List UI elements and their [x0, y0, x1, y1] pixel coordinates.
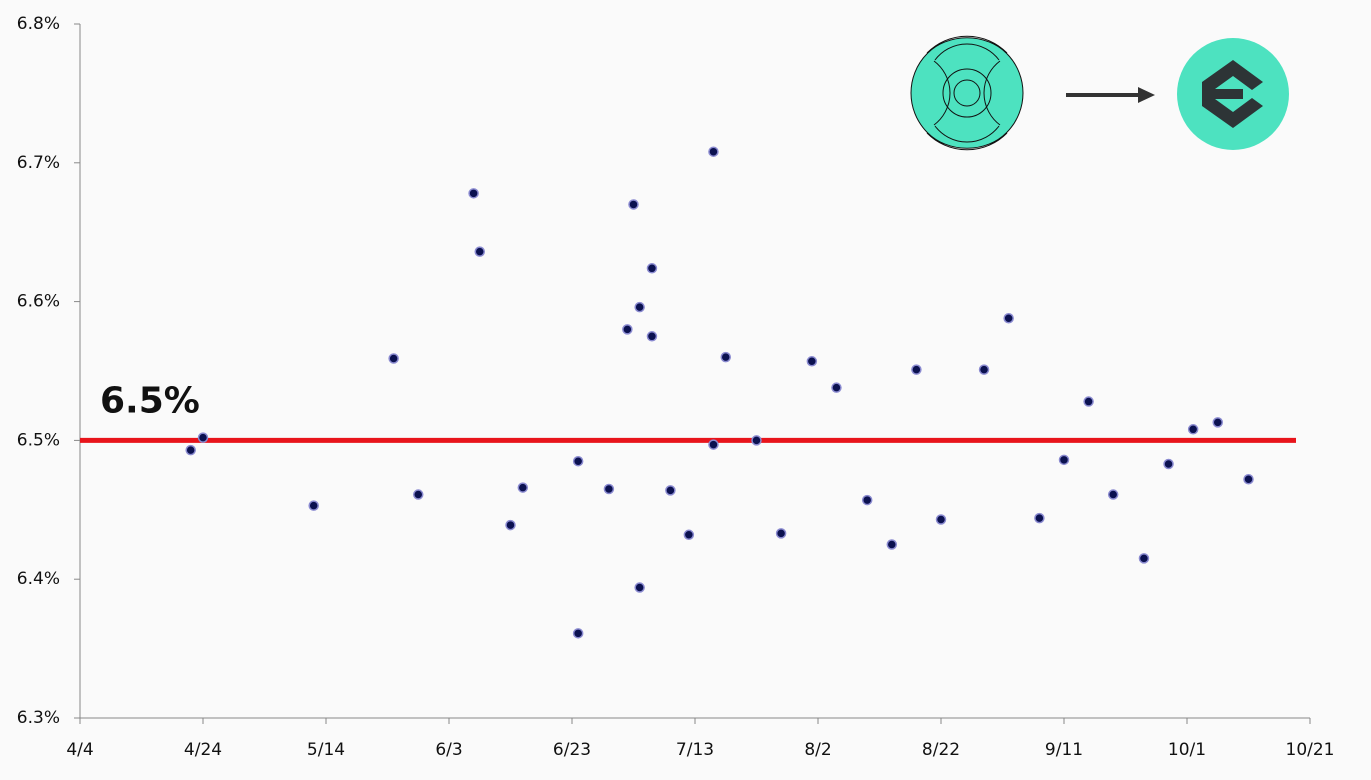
x-tick-label: 6/3 [435, 740, 462, 760]
point [1187, 424, 1199, 435]
x-tick-label: 4/24 [184, 740, 222, 760]
point [861, 494, 873, 506]
point [413, 489, 424, 500]
point [708, 439, 719, 450]
point [622, 324, 633, 335]
y-tick-label: 6.7% [17, 153, 60, 173]
y-tick-label: 6.6% [17, 292, 60, 312]
point [1212, 417, 1223, 428]
point [775, 528, 787, 539]
point [185, 444, 196, 456]
x-tick-label: 6/23 [553, 740, 591, 760]
point [1058, 454, 1070, 466]
y-tick-label: 6.4% [17, 569, 60, 589]
point [708, 146, 719, 157]
x-tick-label: 5/14 [307, 740, 345, 760]
point [1107, 489, 1119, 500]
y-tick-label: 6.3% [17, 708, 60, 728]
point [806, 356, 818, 367]
arrow [1066, 87, 1155, 103]
point [886, 539, 898, 550]
x-tick-label: 8/2 [804, 740, 831, 760]
point [628, 199, 639, 210]
point [831, 382, 842, 393]
point [683, 529, 695, 541]
point [978, 364, 990, 375]
x-tick-label: 10/1 [1168, 740, 1206, 760]
y-tick-label: 6.8% [17, 14, 60, 34]
x-tick-label: 7/13 [676, 740, 714, 760]
point [505, 519, 516, 531]
point [1034, 512, 1045, 524]
point [388, 353, 399, 364]
point [1083, 396, 1094, 407]
x-tick-label: 4/4 [66, 740, 93, 760]
point [474, 246, 485, 257]
point [634, 582, 645, 593]
point [1243, 474, 1254, 485]
point [751, 435, 762, 446]
x-tick-label: 10/21 [1286, 740, 1335, 760]
logo-old [910, 35, 1024, 151]
y-tick-label: 6.5% [17, 430, 60, 450]
point [646, 331, 658, 342]
reference-label: 6.5% [100, 380, 200, 421]
x-tick-label: 8/22 [922, 740, 960, 760]
point [911, 364, 922, 375]
logo-new [1177, 38, 1289, 150]
point [634, 301, 645, 313]
point [665, 485, 676, 496]
point [603, 483, 615, 495]
x-tick-label: 9/11 [1045, 740, 1083, 760]
point [720, 351, 731, 363]
point [572, 455, 584, 467]
point [468, 188, 479, 199]
point [1003, 313, 1014, 324]
point [935, 514, 947, 525]
point [308, 500, 319, 511]
point [197, 432, 209, 443]
point [1163, 458, 1174, 470]
point [646, 263, 658, 274]
point [517, 482, 529, 493]
point [1138, 553, 1150, 564]
point [572, 628, 584, 639]
